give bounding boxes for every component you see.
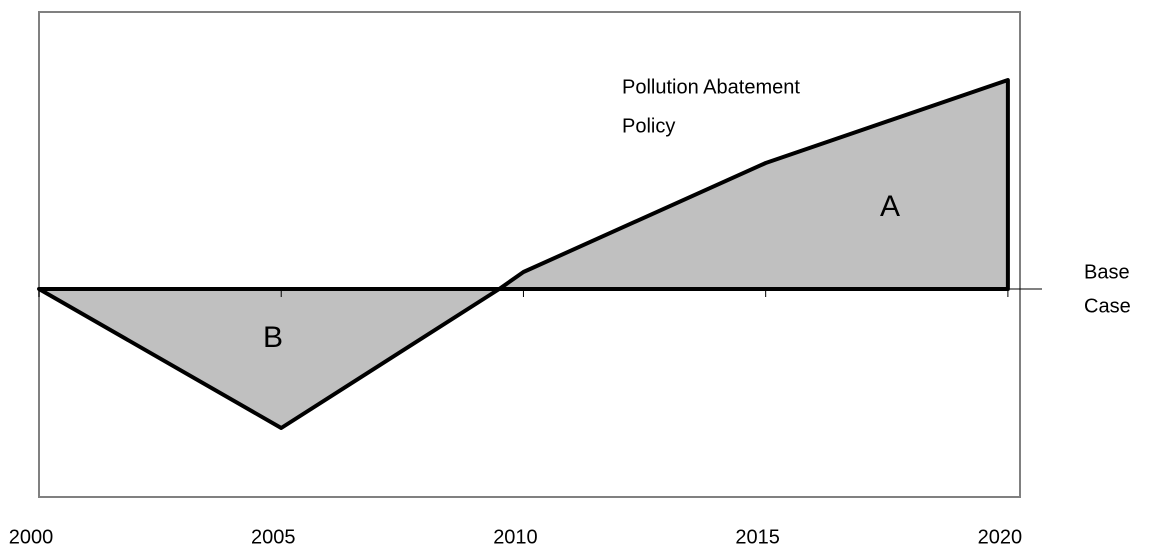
x-tick-label: 2000 — [9, 526, 54, 548]
x-tick-label: 2010 — [493, 526, 538, 548]
area-fill — [39, 80, 1008, 428]
x-tick-label: 2005 — [251, 526, 296, 548]
annotation: A — [880, 190, 900, 223]
series-label: Case — [1084, 295, 1131, 317]
x-tick-label: 2020 — [978, 526, 1023, 548]
policy-line — [37, 78, 1010, 430]
series-label: Base — [1084, 261, 1130, 283]
annotation: B — [263, 321, 283, 354]
plot-frame — [38, 11, 1021, 498]
series-label: Policy — [622, 115, 675, 137]
x-tick-label: 2015 — [735, 526, 780, 548]
series-label: Pollution Abatement — [622, 76, 800, 98]
